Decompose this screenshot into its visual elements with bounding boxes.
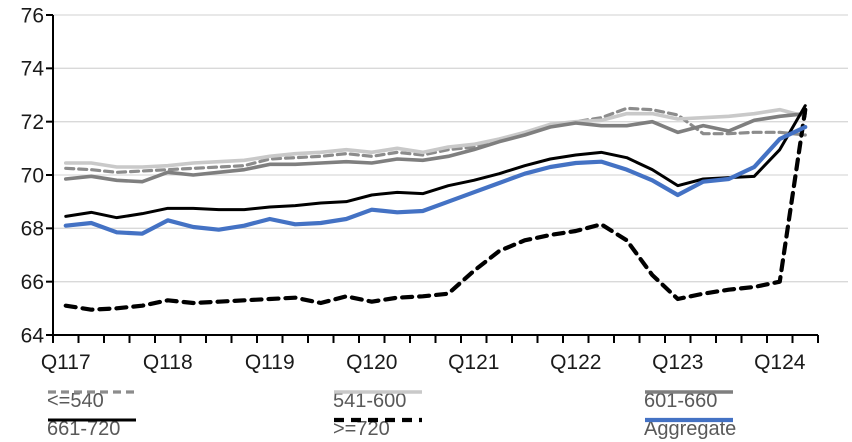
- series-line--720: [63, 107, 808, 312]
- x-axis-label: Q119: [245, 351, 295, 374]
- y-axis-label: 64: [21, 324, 45, 347]
- y-axis-label: 68: [21, 218, 44, 241]
- x-axis-label: Q117: [41, 351, 91, 374]
- x-axis-label: Q123: [652, 351, 703, 374]
- series-line-661-720: [64, 104, 807, 220]
- x-axis-label: Q124: [754, 351, 806, 374]
- x-axis-label: Q118: [143, 351, 193, 374]
- series-line-aggregate: [63, 124, 808, 236]
- y-axis-label: 74: [21, 58, 45, 81]
- y-axis-label: 72: [21, 111, 44, 134]
- x-axis-label: Q122: [550, 351, 601, 374]
- series-line-601-660: [63, 111, 808, 184]
- x-axis-label: Q120: [346, 351, 397, 374]
- y-axis-label: 76: [21, 4, 44, 27]
- y-axis-label: 66: [21, 271, 44, 294]
- y-axis-label: 70: [21, 164, 44, 187]
- x-axis-label: Q121: [448, 351, 499, 374]
- series-line-541-600: [63, 107, 808, 169]
